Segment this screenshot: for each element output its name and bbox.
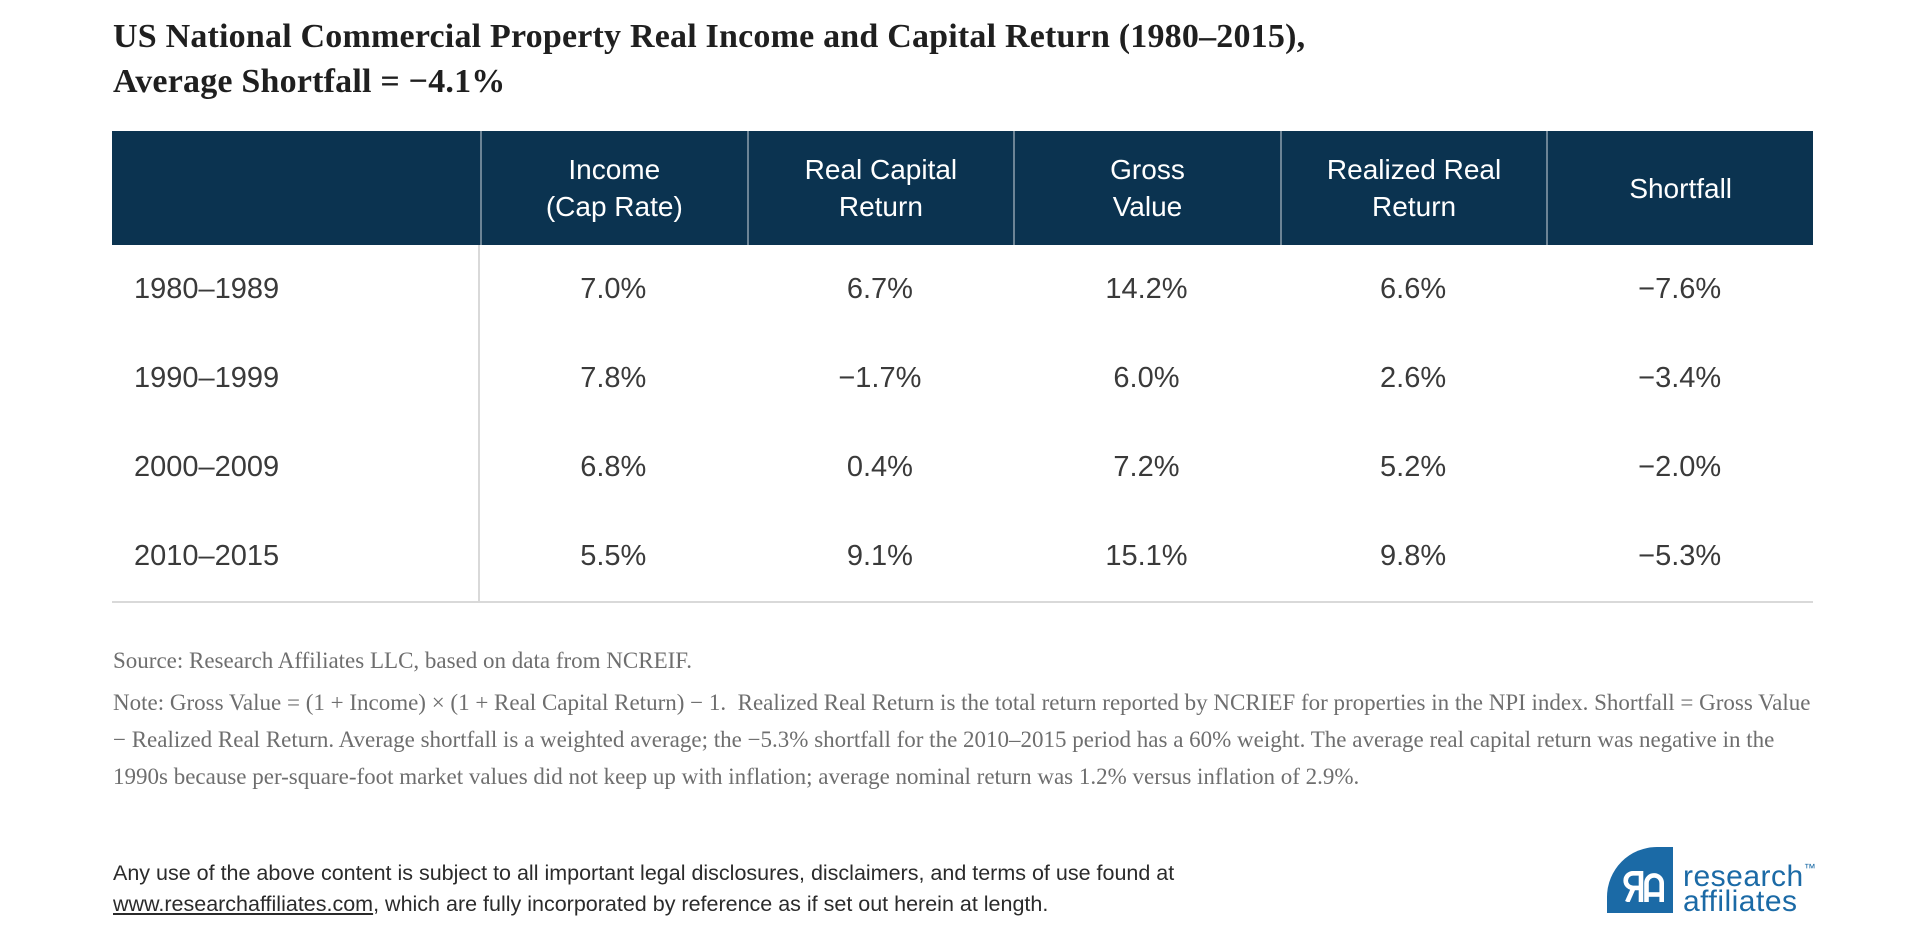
shortfall-cell: −7.6% [1638, 273, 1722, 305]
table-row: 2000–2009 6.8% 0.4% 7.2% 5.2% −2.0% [112, 423, 1813, 512]
header-label: Value [1112, 191, 1183, 222]
returns-table: Income (Cap Rate) Real Capital Return Gr… [112, 131, 1813, 603]
page-title-line2: Average Shortfall = −4.1% [113, 63, 506, 100]
table-header-row: Income (Cap Rate) Real Capital Return Gr… [112, 131, 1813, 245]
income-cell: 5.5% [580, 540, 647, 572]
real-capital-return-cell: −1.7% [838, 362, 922, 394]
real-capital-return-cell: 9.1% [846, 540, 913, 572]
header-cell-real-capital-return: Real Capital Return [746, 131, 1014, 245]
header-label: (Cap Rate) [545, 191, 683, 222]
header-cell-shortfall: Shortfall [1546, 131, 1813, 245]
logo-word-research: research™ [1683, 860, 1816, 893]
research-affiliates-logo: research™ affiliates [1607, 847, 1817, 927]
header-cell-income: Income (Cap Rate) [480, 131, 747, 245]
header-label: Income [568, 154, 661, 185]
disclaimer-text-line2: , which are fully incorporated by refere… [373, 892, 1049, 916]
income-cell: 7.8% [580, 362, 647, 394]
page-title-line1: US National Commercial Property Real Inc… [113, 18, 1306, 55]
income-cell: 7.0% [580, 273, 647, 305]
ra-monogram-icon [1607, 847, 1673, 913]
shortfall-cell: −5.3% [1638, 540, 1722, 572]
methodology-note: Note: Gross Value = (1 + Income) × (1 + … [113, 690, 1817, 789]
page-title: US National Commercial Property Real Inc… [113, 14, 1763, 104]
table-row: 1980–1989 7.0% 6.7% 14.2% 6.6% −7.6% [112, 245, 1813, 334]
realized-real-return-cell: 9.8% [1380, 540, 1447, 572]
period-cell: 2010–2015 [112, 512, 480, 601]
header-cell-period [112, 131, 480, 245]
real-capital-return-cell: 0.4% [846, 451, 913, 483]
disclaimer-text-line1: Any use of the above content is subject … [113, 861, 1175, 885]
realized-real-return-cell: 5.2% [1380, 451, 1447, 483]
shortfall-cell: −3.4% [1638, 362, 1722, 394]
header-label: Real Capital [804, 154, 958, 185]
notes-block: Source: Research Affiliates LLC, based o… [113, 642, 1815, 795]
table-row: 2010–2015 5.5% 9.1% 15.1% 9.8% −5.3% [112, 512, 1813, 601]
gross-value-cell: 6.0% [1113, 362, 1180, 394]
header-label: Gross [1110, 154, 1185, 185]
source-note: Source: Research Affiliates LLC, based o… [113, 648, 692, 673]
period-cell: 2000–2009 [112, 423, 480, 512]
header-label: Return [838, 191, 923, 222]
logo-word-affiliates: affiliates [1683, 885, 1798, 918]
period-cell: 1980–1989 [112, 245, 480, 334]
trademark-symbol: ™ [1803, 861, 1816, 875]
header-label: Return [1372, 191, 1457, 222]
header-label: Shortfall [1629, 172, 1733, 204]
gross-value-cell: 7.2% [1113, 451, 1180, 483]
header-cell-gross-value: Gross Value [1013, 131, 1280, 245]
header-label: Realized Real [1326, 154, 1502, 185]
realized-real-return-cell: 2.6% [1380, 362, 1447, 394]
table-row: 1990–1999 7.8% −1.7% 6.0% 2.6% −3.4% [112, 334, 1813, 423]
real-capital-return-cell: 6.7% [846, 273, 913, 305]
legal-disclaimer: Any use of the above content is subject … [113, 858, 1263, 920]
realized-real-return-cell: 6.6% [1380, 273, 1447, 305]
logo-wordmark: research™ affiliates [1683, 856, 1816, 918]
income-cell: 6.8% [580, 451, 647, 483]
researchaffiliates-link[interactable]: www.researchaffiliates.com [113, 892, 374, 916]
table-body: 1980–1989 7.0% 6.7% 14.2% 6.6% −7.6% 199… [112, 245, 1813, 603]
period-cell: 1990–1999 [112, 334, 480, 423]
header-cell-realized-real-return: Realized Real Return [1279, 131, 1547, 245]
gross-value-cell: 14.2% [1105, 273, 1188, 305]
gross-value-cell: 15.1% [1105, 540, 1188, 572]
shortfall-cell: −2.0% [1638, 451, 1722, 483]
